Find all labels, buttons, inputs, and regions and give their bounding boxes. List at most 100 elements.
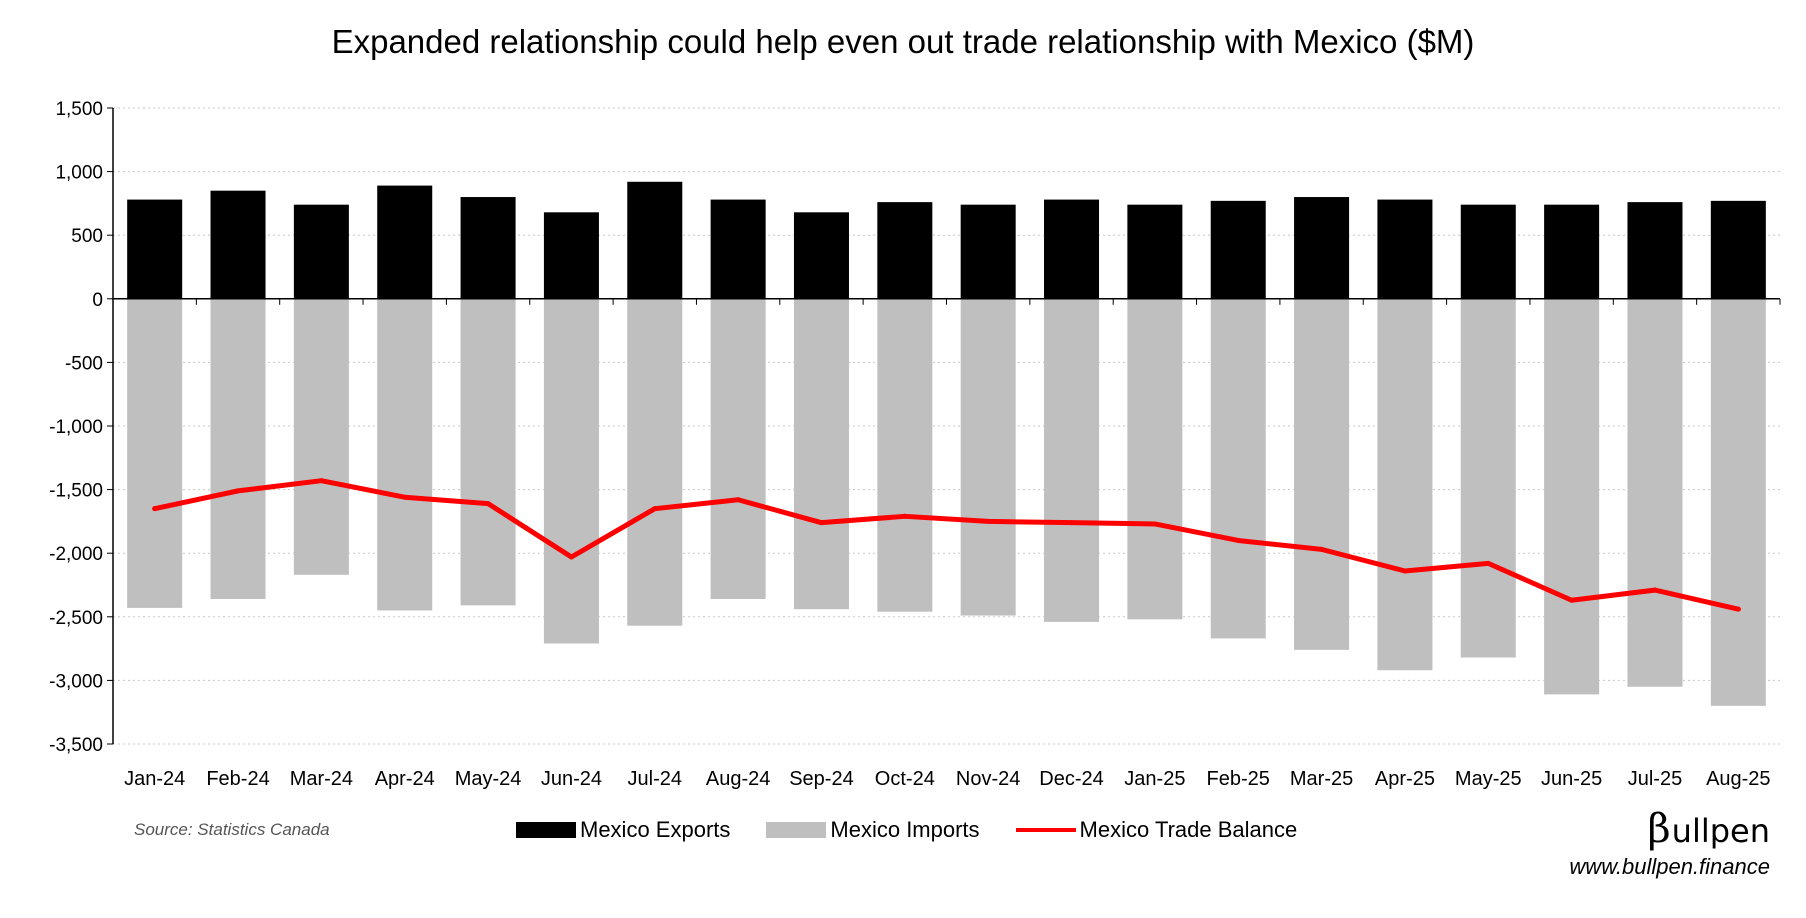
x-tick-label: May-24 bbox=[455, 768, 522, 790]
brand-logo-text: ullpen bbox=[1671, 812, 1770, 850]
x-tick-label: Nov-24 bbox=[956, 768, 1020, 790]
trade-balance-point bbox=[985, 518, 991, 524]
trade-balance-point bbox=[1735, 606, 1741, 612]
x-tick-label: Mar-25 bbox=[1290, 768, 1353, 790]
axes bbox=[107, 107, 1781, 745]
legend: Mexico Exports Mexico Imports Mexico Tra… bbox=[516, 815, 1333, 845]
import-bar bbox=[1127, 298, 1183, 620]
y-tick-label: 0 bbox=[92, 290, 103, 311]
import-bar bbox=[377, 298, 433, 611]
export-bar bbox=[1377, 199, 1433, 299]
legend-swatch-exports bbox=[516, 822, 576, 838]
import-bar bbox=[1294, 298, 1350, 650]
legend-label-exports: Mexico Exports bbox=[580, 817, 731, 842]
legend-item-imports: Mexico Imports bbox=[766, 817, 980, 843]
y-tick-label: -1,500 bbox=[49, 481, 103, 502]
export-bar bbox=[1210, 200, 1266, 299]
y-tick-label: -500 bbox=[65, 353, 103, 374]
x-tick-label: Oct-24 bbox=[875, 768, 935, 790]
export-bar bbox=[1127, 204, 1183, 299]
legend-item-exports: Mexico Exports bbox=[516, 817, 730, 843]
export-bar bbox=[1627, 202, 1683, 299]
trade-balance-point bbox=[1319, 546, 1325, 552]
y-tick-label: 1,000 bbox=[55, 163, 103, 184]
x-tick-label: Jun-24 bbox=[541, 768, 602, 790]
trade-balance-point bbox=[1485, 560, 1491, 566]
legend-item-balance: Mexico Trade Balance bbox=[1015, 817, 1297, 843]
trade-balance-point bbox=[402, 494, 408, 500]
x-tick-label: Mar-24 bbox=[290, 768, 353, 790]
legend-swatch-balance bbox=[1015, 828, 1076, 832]
x-tick-label: May-25 bbox=[1455, 768, 1522, 790]
gridlines bbox=[113, 107, 1780, 745]
x-tick-label: Apr-24 bbox=[375, 768, 435, 790]
import-bar bbox=[543, 298, 599, 644]
export-bar bbox=[1044, 199, 1100, 299]
export-bar bbox=[127, 199, 183, 299]
export-bar bbox=[710, 199, 766, 299]
y-tick-label: -1,000 bbox=[49, 417, 103, 438]
trade-balance-point bbox=[152, 506, 158, 512]
export-bar bbox=[377, 185, 433, 299]
trade-balance-point bbox=[1069, 520, 1075, 526]
x-tick-label: Jun-25 bbox=[1541, 768, 1602, 790]
import-bar bbox=[1210, 298, 1266, 639]
x-tick-label: Apr-25 bbox=[1375, 768, 1435, 790]
y-tick-label: -3,500 bbox=[49, 735, 103, 756]
export-bar bbox=[627, 181, 683, 299]
trade-balance-point bbox=[818, 520, 824, 526]
export-bar bbox=[210, 190, 266, 299]
brand: β ullpen www.bullpen.finance bbox=[1569, 806, 1770, 880]
chart-title: Expanded relationship could help even ou… bbox=[331, 23, 1475, 60]
y-tick-label: -3,000 bbox=[49, 671, 103, 692]
trade-balance-point bbox=[1235, 537, 1241, 543]
trade-balance-point bbox=[1652, 587, 1658, 593]
y-tick-label: -2,500 bbox=[49, 608, 103, 629]
trade-balance-point bbox=[652, 506, 658, 512]
brand-logo-beta: β bbox=[1647, 806, 1671, 852]
x-tick-label: Aug-24 bbox=[706, 768, 771, 790]
import-bar bbox=[1544, 298, 1600, 695]
y-tick-label: 1,500 bbox=[55, 99, 103, 120]
import-bar bbox=[460, 298, 516, 606]
trade-balance-line bbox=[152, 478, 1741, 612]
import-bar bbox=[877, 298, 933, 612]
trade-balance-point bbox=[1402, 568, 1408, 574]
brand-url: www.bullpen.finance bbox=[1569, 854, 1770, 879]
import-bar bbox=[960, 298, 1016, 616]
legend-swatch-imports bbox=[766, 822, 827, 838]
export-bar bbox=[293, 204, 349, 299]
import-bar bbox=[1460, 298, 1516, 658]
x-tick-label: Sep-24 bbox=[789, 768, 854, 790]
import-bar bbox=[1710, 298, 1766, 706]
y-axis-ticks: 1,500 1,000 500 0 -500 -1,000 -1,500 -2,000 -2,5… bbox=[49, 99, 103, 756]
import-bar bbox=[1044, 298, 1100, 622]
x-tick-label: Jul-24 bbox=[628, 768, 682, 790]
import-bar bbox=[627, 298, 683, 626]
x-tick-label: Jul-25 bbox=[1628, 768, 1682, 790]
x-tick-label: Dec-24 bbox=[1039, 768, 1103, 790]
trade-balance-series-line bbox=[152, 478, 1741, 612]
x-tick-label: Feb-25 bbox=[1207, 768, 1270, 790]
import-bar bbox=[210, 298, 266, 599]
x-tick-label: Aug-25 bbox=[1706, 768, 1771, 790]
import-bar bbox=[1377, 298, 1433, 671]
export-bar bbox=[877, 202, 933, 299]
export-bar bbox=[1294, 197, 1350, 299]
import-bar bbox=[710, 298, 766, 599]
export-bar bbox=[543, 212, 599, 299]
export-bar bbox=[793, 212, 849, 299]
import-bar bbox=[293, 298, 349, 575]
export-bar bbox=[460, 197, 516, 299]
trade-balance-point bbox=[318, 478, 324, 484]
export-bar bbox=[1544, 204, 1600, 299]
y-tick-label: -2,000 bbox=[49, 544, 103, 565]
export-bar bbox=[1460, 204, 1516, 299]
trade-balance-point bbox=[568, 554, 574, 560]
trade-balance-point bbox=[235, 488, 241, 494]
x-tick-label: Jan-24 bbox=[124, 768, 185, 790]
legend-label-imports: Mexico Imports bbox=[830, 817, 980, 842]
trade-balance-point bbox=[1569, 597, 1575, 603]
source-note: Source: Statistics Canada bbox=[134, 820, 330, 839]
export-bar bbox=[960, 204, 1016, 299]
